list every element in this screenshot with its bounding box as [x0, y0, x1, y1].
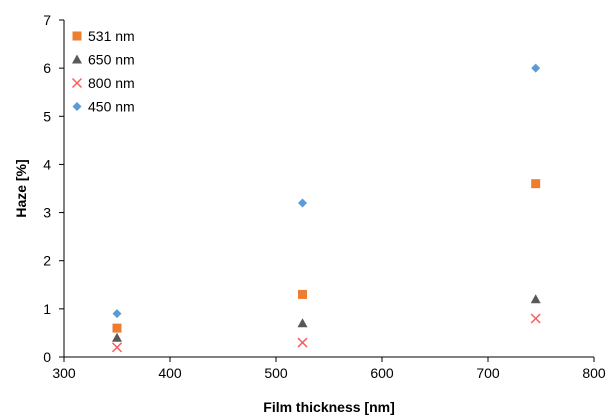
legend-label: 450 nm — [88, 99, 135, 115]
data-point-cross — [297, 337, 308, 348]
data-point-cross — [111, 342, 123, 353]
y-tick-label: 6 — [43, 60, 51, 76]
x-tick-label: 800 — [582, 365, 606, 381]
y-axis-title: Haze [%] — [13, 159, 29, 217]
y-tick-label: 4 — [43, 156, 51, 172]
y-tick-label: 2 — [43, 253, 51, 269]
y-tick-label: 0 — [43, 349, 51, 365]
data-points — [111, 63, 541, 353]
x-axis-title: Film thickness [nm] — [263, 399, 394, 415]
data-point-square — [531, 179, 541, 189]
legend-label: 531 nm — [88, 28, 135, 44]
legend: 531 nm 650 nm 800 nm 450 nm — [71, 28, 135, 115]
legend-marker-diamond — [72, 102, 82, 111]
y-tick-label: 5 — [43, 108, 51, 124]
data-point-cross — [530, 313, 541, 324]
legend-marker-cross — [71, 77, 83, 89]
x-tick-label: 500 — [264, 365, 288, 381]
y-tick-label: 3 — [43, 205, 51, 221]
data-point-diamond — [298, 198, 307, 208]
data-point-square — [112, 323, 122, 333]
x-tick-label: 600 — [370, 365, 394, 381]
data-point-diamond — [531, 63, 541, 73]
x-tick-label: 700 — [476, 365, 500, 381]
legend-marker-triangle — [72, 54, 82, 64]
data-point-triangle — [530, 294, 541, 304]
y-tick-label: 1 — [43, 301, 51, 317]
y-tick-label: 7 — [43, 12, 51, 28]
data-point-square — [298, 289, 307, 299]
legend-label: 650 nm — [88, 52, 135, 68]
x-tick-label: 400 — [158, 365, 182, 381]
data-point-diamond — [112, 309, 122, 319]
axes — [63, 20, 594, 358]
x-tick-labels: 300 400 500 600 700 800 — [52, 357, 606, 381]
y-tick-labels: 0 1 2 3 4 5 6 7 — [43, 12, 64, 365]
data-point-triangle — [297, 318, 308, 328]
data-point-triangle — [112, 332, 122, 342]
x-tick-label: 300 — [52, 365, 76, 381]
legend-marker-square — [72, 31, 82, 41]
legend-label: 800 nm — [88, 75, 135, 91]
